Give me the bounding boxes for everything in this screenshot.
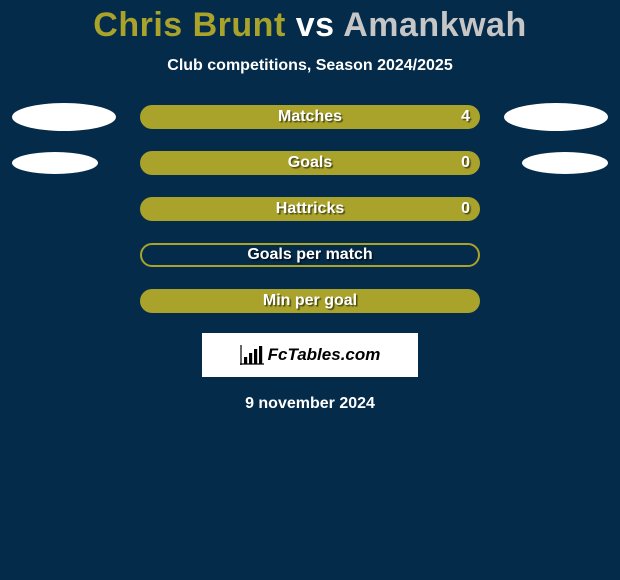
right-ellipse bbox=[504, 103, 608, 131]
left-ellipse bbox=[12, 152, 98, 174]
stat-row: Goals per match bbox=[10, 243, 610, 267]
page-title: Chris Brunt vs Amankwah bbox=[0, 6, 620, 45]
footer-date: 9 november 2024 bbox=[0, 395, 620, 413]
stat-label: Goals per match bbox=[247, 246, 372, 264]
stat-value-right: 4 bbox=[461, 108, 470, 126]
title-player-b: Amankwah bbox=[343, 6, 527, 44]
stat-label: Goals bbox=[288, 154, 332, 172]
stat-bar: Goals 0 bbox=[140, 151, 480, 175]
title-vs: vs bbox=[296, 6, 335, 44]
right-ellipse bbox=[522, 152, 608, 174]
stat-value-right: 0 bbox=[461, 154, 470, 172]
bar-chart-icon bbox=[240, 345, 264, 365]
stat-row: Matches 4 bbox=[10, 105, 610, 129]
stat-row: Min per goal bbox=[10, 289, 610, 313]
logo-text: FcTables.com bbox=[268, 345, 381, 365]
stat-row: Hattricks 0 bbox=[10, 197, 610, 221]
comparison-infographic: Chris Brunt vs Amankwah Club competition… bbox=[0, 0, 620, 580]
logo-box: FcTables.com bbox=[202, 333, 418, 377]
stat-rows: Matches 4 Goals 0 Hattricks 0 Goals per match M… bbox=[0, 105, 620, 313]
left-ellipse bbox=[12, 103, 116, 131]
stat-value-right: 0 bbox=[461, 200, 470, 218]
stat-bar: Matches 4 bbox=[140, 105, 480, 129]
stat-label: Matches bbox=[278, 108, 342, 126]
subtitle: Club competitions, Season 2024/2025 bbox=[0, 57, 620, 75]
stat-label: Hattricks bbox=[276, 200, 344, 218]
stat-bar: Min per goal bbox=[140, 289, 480, 313]
stat-bar: Hattricks 0 bbox=[140, 197, 480, 221]
stat-row: Goals 0 bbox=[10, 151, 610, 175]
stat-bar: Goals per match bbox=[140, 243, 480, 267]
title-player-a: Chris Brunt bbox=[93, 6, 286, 44]
stat-label: Min per goal bbox=[263, 292, 357, 310]
